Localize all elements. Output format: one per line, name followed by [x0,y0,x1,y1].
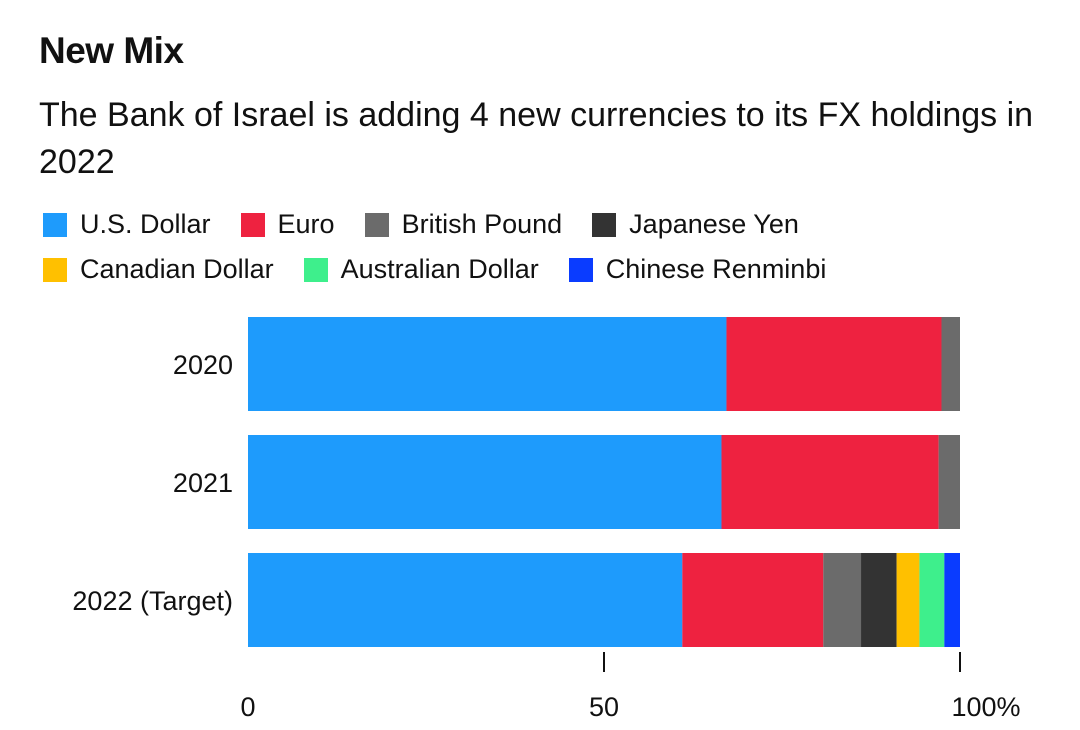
bar-2021-u-s-dollar [248,435,722,529]
legend-label-usd: U.S. Dollar [80,209,211,239]
legend-swatch-gbp [364,212,389,237]
legend-swatch-usd [43,212,67,237]
legend-item-cad: Canadian Dollar [43,254,274,285]
legend-swatch-jpy [592,212,617,237]
legend-swatch-euro [240,212,265,237]
chart-subtitle: The Bank of Israel is adding 4 new curre… [39,96,1034,181]
bar-2022-target-u-s-dollar [248,553,683,647]
bar-2020-euro [726,317,942,411]
bar-2022-target-euro [682,553,824,647]
legend: U.S. Dollar Euro British Pound Japanese … [43,202,1043,292]
category-label-2022-target: 2022 (Target) [72,586,233,616]
legend-item-usd: U.S. Dollar [43,209,211,240]
bar-2022-target-british-pound [823,553,862,647]
bar-2020-british-pound [941,317,960,411]
legend-swatch-cad [43,257,67,282]
legend-swatch-cny [568,257,593,282]
legend-label-cny: Chinese Renminbi [605,254,827,284]
bar-2021-british-pound [938,435,960,529]
legend-swatch-aud [303,257,328,282]
legend-item-aud: Australian Dollar [303,254,539,285]
legend-row-2: Canadian Dollar Australian Dollar Chines… [43,247,1043,292]
legend-row-1: U.S. Dollar Euro British Pound Japanese … [43,202,1043,247]
category-label-2021: 2021 [173,468,233,498]
legend-label-jpy: Japanese Yen [629,209,799,239]
legend-item-jpy: Japanese Yen [592,209,799,240]
x-tick-label-100: 100% [951,692,1020,722]
bar-2022-target-canadian-dollar [896,553,920,647]
x-tick-label-0: 0 [240,692,255,722]
legend-label-aud: Australian Dollar [340,254,539,284]
legend-item-cny: Chinese Renminbi [568,254,827,285]
legend-item-euro: Euro [240,209,335,240]
chart-title: New Mix [39,30,184,71]
bar-2020-u-s-dollar [248,317,727,411]
bar-2022-target-japanese-yen [861,553,897,647]
bar-2022-target-australian-dollar [919,553,945,647]
x-tick-label-50: 50 [589,692,619,722]
bar-2021-euro [721,435,939,529]
legend-item-gbp: British Pound [364,209,563,240]
legend-label-cad: Canadian Dollar [80,254,274,284]
legend-label-euro: Euro [277,209,335,239]
bar-2022-target-chinese-renminbi [944,553,960,647]
legend-label-gbp: British Pound [401,209,563,239]
category-label-2020: 2020 [173,350,233,380]
